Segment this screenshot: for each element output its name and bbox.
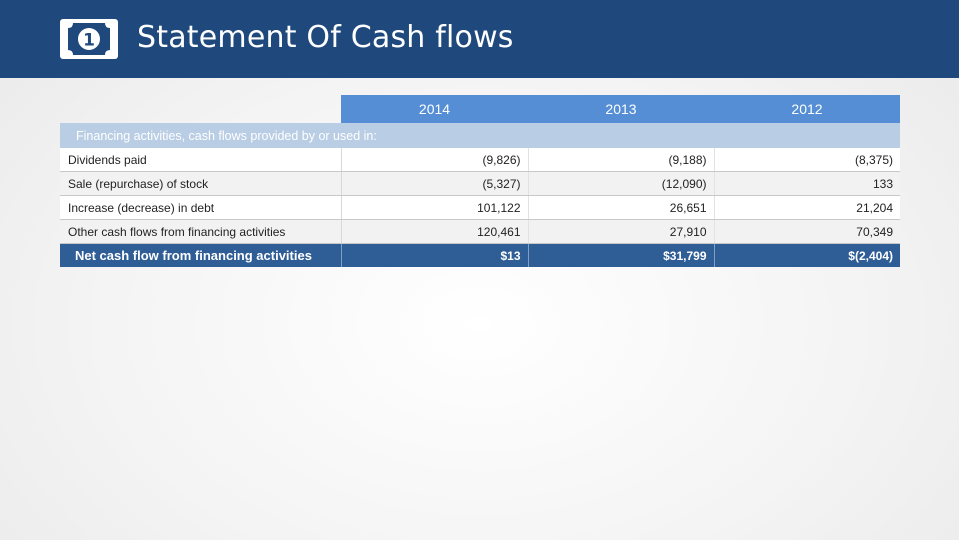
section-header-row: Financing activities, cash flows provide… — [60, 123, 900, 148]
row-value: 26,651 — [527, 195, 714, 220]
table-row: Dividends paid (9,826) (9,188) (8,375) — [60, 148, 900, 172]
header-blank-cell — [60, 95, 341, 123]
title-bar: 1 Statement Of Cash flows — [0, 0, 959, 78]
page-title: Statement Of Cash flows — [137, 20, 514, 55]
row-value: 133 — [713, 171, 900, 196]
row-label: Increase (decrease) in debt — [60, 195, 342, 220]
row-value: (5,327) — [340, 171, 528, 196]
row-value: 27,910 — [527, 219, 714, 244]
table-row: Other cash flows from financing activiti… — [60, 219, 900, 244]
row-value: (8,375) — [713, 148, 900, 172]
row-value: 101,122 — [340, 195, 528, 220]
row-value: 21,204 — [713, 195, 900, 220]
year-header-2012: 2012 — [714, 95, 900, 123]
cash-flow-table: 2014 2013 2012 Financing activities, cas… — [60, 95, 900, 267]
logo-digit: 1 — [83, 31, 95, 51]
row-label: Other cash flows from financing activiti… — [60, 219, 342, 244]
row-value: 70,349 — [713, 219, 900, 244]
table-row: Sale (repurchase) of stock (5,327) (12,0… — [60, 171, 900, 196]
year-header-row: 2014 2013 2012 — [60, 95, 900, 123]
row-value: (9,188) — [527, 148, 714, 172]
total-value: $31,799 — [527, 243, 714, 267]
total-value: $(2,404) — [713, 243, 900, 267]
section-label: Financing activities, cash flows provide… — [60, 123, 900, 148]
year-header-2013: 2013 — [528, 95, 714, 123]
total-label: Net cash flow from financing activities — [60, 243, 342, 267]
row-label: Dividends paid — [60, 148, 342, 172]
total-value: $13 — [340, 243, 528, 267]
total-row: Net cash flow from financing activities … — [60, 243, 900, 267]
row-value: (12,090) — [527, 171, 714, 196]
dollar-bill-icon: 1 — [60, 19, 118, 59]
row-label: Sale (repurchase) of stock — [60, 171, 342, 196]
year-header-2014: 2014 — [341, 95, 528, 123]
table-row: Increase (decrease) in debt 101,122 26,6… — [60, 195, 900, 220]
row-value: 120,461 — [340, 219, 528, 244]
row-value: (9,826) — [340, 148, 528, 172]
